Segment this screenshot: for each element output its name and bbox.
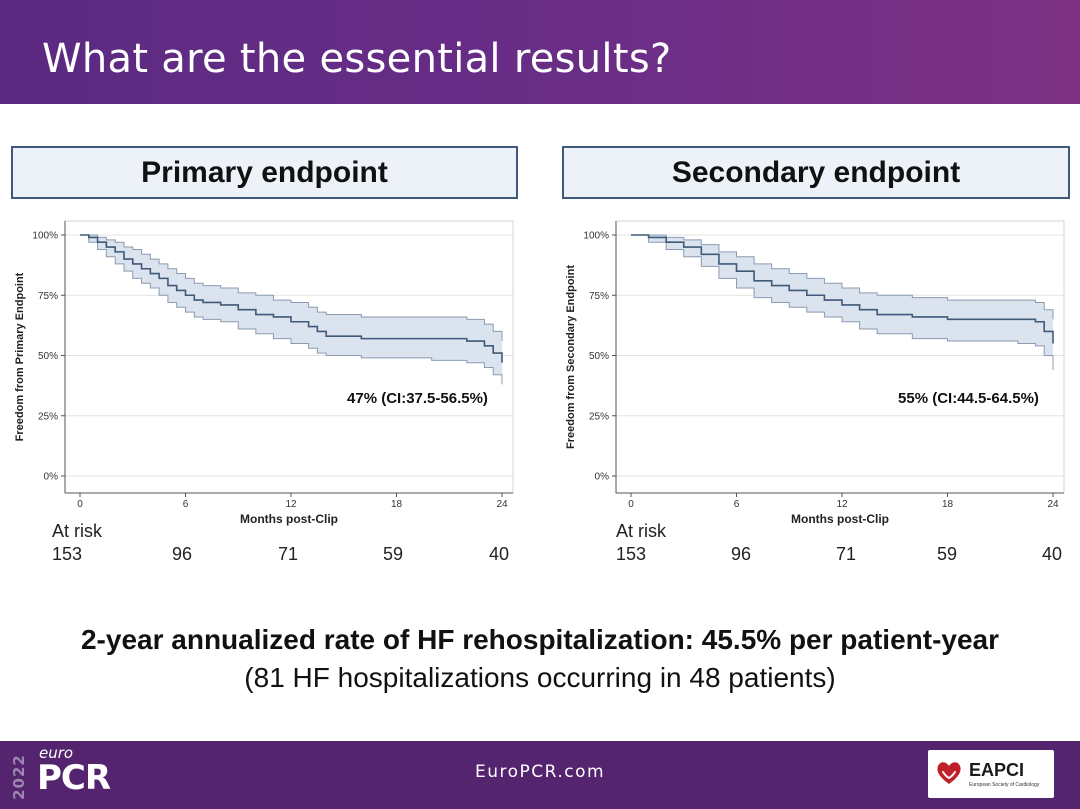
primary-y-tick-label: 50%	[38, 351, 58, 362]
primary-x-axis-title: Months post-Clip	[240, 512, 338, 526]
secondary-x-axis-title: Months post-Clip	[791, 512, 889, 526]
secondary-endpoint-title: Secondary endpoint	[562, 146, 1070, 199]
primary-y-tick-label: 100%	[32, 231, 58, 242]
secondary-x-tick-label: 18	[942, 499, 954, 510]
primary-endpoint-title: Primary endpoint	[11, 146, 518, 199]
secondary-y-tick-label: 25%	[589, 411, 609, 422]
primary-at-risk-count: 71	[277, 544, 299, 564]
primary-at-risk-count: 96	[171, 544, 193, 564]
primary-y-tick-label: 25%	[38, 411, 58, 422]
primary-at-risk-label: At risk	[52, 521, 103, 541]
secondary-at-risk-count: 71	[835, 544, 857, 564]
secondary-y-tick-label: 75%	[589, 291, 609, 302]
primary-ci-band	[80, 235, 502, 385]
primary-x-tick-label: 12	[285, 499, 297, 510]
secondary-x-tick-label: 6	[734, 499, 740, 510]
primary-estimate-annotation: 47% (CI:37.5-56.5%)	[347, 390, 488, 407]
primary-x-tick-label: 18	[391, 499, 403, 510]
primary-x-tick-label: 6	[183, 499, 189, 510]
primary-x-tick-label: 24	[496, 499, 508, 510]
slide-footer	[0, 741, 1080, 809]
secondary-y-axis-title: Freedom from Secondary Endpoint	[565, 265, 577, 449]
secondary-y-tick-label: 50%	[589, 351, 609, 362]
primary-km-curve	[80, 234, 503, 363]
primary-x-tick-label: 0	[77, 499, 83, 510]
secondary-km-chart: 0% 25% 50% 75% 100% 0 6 12 18 24 Months post-Clip F…	[565, 220, 1065, 526]
slide-title: What are the essential results?	[42, 36, 672, 82]
primary-ci-lower	[80, 234, 503, 385]
secondary-estimate-annotation: 55% (CI:44.5-64.5%)	[898, 390, 1039, 407]
primary-y-tick-label: 0%	[44, 472, 59, 483]
secondary-y-tick-label: 100%	[583, 231, 609, 242]
secondary-at-risk-count: 59	[936, 544, 958, 564]
secondary-y-tick-label: 0%	[595, 472, 610, 483]
primary-km-chart: 0% 25% 50% 75% 100% 0 6 12 18 24 Months post-Clip F…	[14, 220, 514, 526]
europcr-logo-pcr: PCR	[37, 758, 111, 798]
footer-url: EuroPCR.com	[474, 762, 606, 782]
eapci-logo: EAPCI European Society of Cardiology	[928, 750, 1054, 798]
primary-y-tick-label: 75%	[38, 291, 58, 302]
secondary-km-curve	[631, 234, 1054, 344]
primary-at-risk-count: 59	[382, 544, 404, 564]
secondary-at-risk-count: 153	[615, 544, 647, 564]
secondary-x-tick-label: 24	[1047, 499, 1059, 510]
hf-rehospitalization-rate: 2-year annualized rate of HF rehospitali…	[80, 624, 1000, 655]
primary-at-risk-count: 40	[488, 544, 510, 564]
secondary-plot-frame	[615, 220, 1065, 494]
eapci-subtitle: European Society of Cardiology	[969, 782, 1040, 788]
secondary-ci-upper	[631, 234, 1054, 320]
slide-header: What are the essential results?	[0, 0, 1080, 104]
secondary-x-tick-label: 12	[836, 499, 848, 510]
primary-at-risk-count: 153	[51, 544, 83, 564]
secondary-at-risk-count: 40	[1041, 544, 1063, 564]
heart-icon	[937, 762, 961, 784]
secondary-at-risk-count: 96	[730, 544, 752, 564]
eapci-name: EAPCI	[969, 760, 1025, 780]
secondary-ci-lower	[631, 234, 1054, 370]
secondary-at-risk-label: At risk	[616, 521, 667, 541]
primary-y-axis-title: Freedom from Primary Endpoint	[14, 272, 26, 441]
secondary-x-tick-label: 0	[628, 499, 634, 510]
primary-ci-upper	[80, 234, 503, 342]
europcr-logo-euro: euro	[39, 744, 74, 762]
hf-hospitalization-details: (81 HF hospitalizations occurring in 48 …	[244, 662, 836, 693]
